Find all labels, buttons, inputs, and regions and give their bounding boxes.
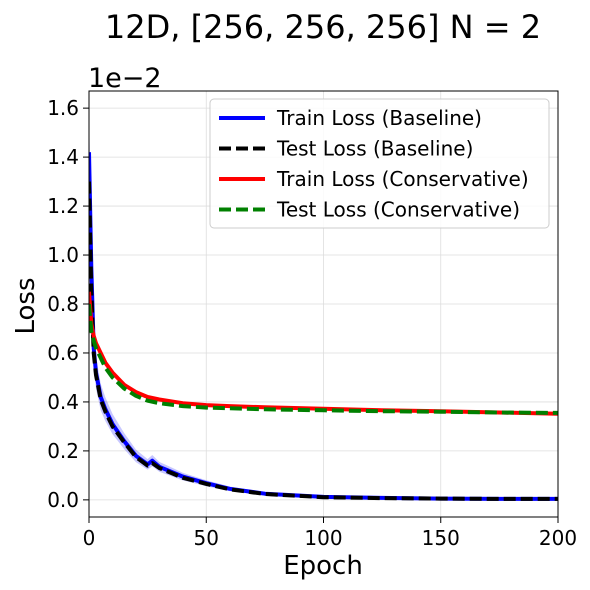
legend-label: Test Loss (Conservative) — [276, 198, 520, 222]
legend-label: Train Loss (Conservative) — [276, 167, 529, 191]
y-tick-label: 0.0 — [47, 488, 79, 512]
x-tick-label: 200 — [539, 526, 577, 550]
legend-label: Test Loss (Baseline) — [276, 137, 473, 161]
legend: Train Loss (Baseline) Test Loss (Baseline… — [210, 99, 549, 228]
y-scale-label: 1e−2 — [88, 63, 162, 94]
chart-title: 12D, [256, 256, 256] N = 2 — [105, 8, 541, 46]
legend-label: Train Loss (Baseline) — [276, 106, 482, 130]
y-tick-label: 0.8 — [47, 292, 79, 316]
y-tick-label: 0.4 — [47, 390, 79, 414]
y-tick-label: 1.0 — [47, 243, 79, 267]
y-tick-label: 0.6 — [47, 341, 79, 365]
y-tick-label: 0.2 — [47, 439, 79, 463]
x-tick-label: 150 — [422, 526, 460, 550]
y-tick-label: 1.2 — [47, 194, 79, 218]
x-tick-label: 50 — [194, 526, 219, 550]
x-axis-label: Epoch — [283, 551, 363, 581]
y-tick-label: 1.4 — [47, 145, 79, 169]
x-tick-label: 0 — [83, 526, 96, 550]
y-tick-label: 1.6 — [47, 96, 79, 120]
y-axis-label: Loss — [11, 277, 41, 334]
x-tick-label: 100 — [304, 526, 342, 550]
